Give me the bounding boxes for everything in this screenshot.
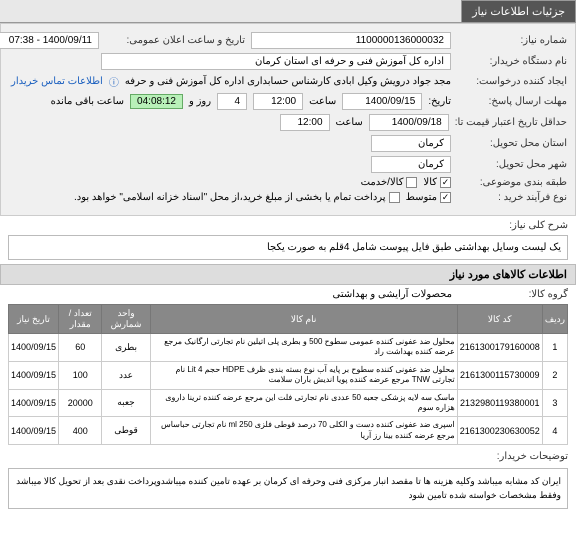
table-row: 42161300230630052اسپری ضد عفونی کننده دس… (9, 417, 568, 445)
need-number-value: 1100000136000032 (251, 32, 451, 49)
city-value: کرمان (371, 156, 451, 173)
buyer-org-value: اداره کل آموزش فنی و حرفه ای استان کرمان (101, 53, 451, 70)
group-label: گروه کالا: (458, 289, 568, 300)
checkbox-icon (440, 177, 451, 188)
cell-code: 2161300115730009 (457, 361, 542, 389)
items-table: ردیف کد کالا نام کالا واحد شمارش تعداد /… (8, 304, 568, 445)
announce-label: تاریخ و ساعت اعلان عمومی: (105, 35, 245, 46)
deadline-time: 12:00 (253, 93, 303, 110)
col-date: تاریخ نیاز (9, 305, 59, 334)
chk-product-label: کالا (423, 177, 437, 188)
remaining-label: ساعت باقی مانده (51, 96, 124, 107)
deadline-label: مهلت ارسال پاسخ: (457, 96, 567, 107)
buyer-contact-link[interactable]: اطلاعات تماس خریدار (11, 76, 103, 87)
announce-value: 1400/09/11 - 07:38 (0, 32, 99, 49)
buyer-note-label: توضیحات خریدار: (458, 451, 568, 462)
credit-date: 1400/09/18 (369, 114, 449, 131)
chk-product[interactable]: کالا (423, 177, 451, 188)
col-row: ردیف (542, 305, 567, 334)
tarikh-word: تاریخ: (428, 96, 451, 107)
city-label: شهر محل تحویل: (457, 159, 567, 170)
province-label: استان محل تحویل: (457, 138, 567, 149)
items-header: اطلاعات کالاهای مورد نیاز (0, 264, 576, 285)
buyer-note: ایران کد مشابه میباشد وکلیه هزینه ها تا … (8, 468, 568, 509)
cell-name: محلول ضد عفونی کننده سطوح بر پایه آب نوع… (150, 361, 457, 389)
credit-label: حداقل تاریخ اعتبار قیمت تا: (455, 117, 567, 128)
cell-qty: 60 (59, 334, 102, 362)
countdown-timer: 04:08:12 (130, 94, 183, 109)
cell-n: 1 (542, 334, 567, 362)
cell-unit: بطری (102, 334, 150, 362)
cell-name: اسپری ضد عفونی کننده دست و الکلی 70 درصد… (150, 417, 457, 445)
subject-class-label: طبقه بندی موضوعی: (457, 177, 567, 188)
cell-n: 3 (542, 389, 567, 417)
chk-medium[interactable]: متوسط (406, 192, 451, 203)
province-value: کرمان (371, 135, 451, 152)
col-name: نام کالا (150, 305, 457, 334)
tab-details[interactable]: جزئیات اطلاعات نیاز (461, 0, 576, 22)
cell-date: 1400/09/15 (9, 361, 59, 389)
desc-label: شرح کلی نیاز: (458, 220, 568, 231)
cell-qty: 400 (59, 417, 102, 445)
requester-value: مجد جواد درویش وکیل ابادی کارشناس حسابدا… (125, 76, 451, 87)
process-note: پرداخت تمام یا بخشی از مبلغ خرید،از محل … (74, 192, 386, 203)
remaining-days: 4 (217, 93, 247, 110)
cell-unit: جعبه (102, 389, 150, 417)
cell-code: 2161300230630052 (457, 417, 542, 445)
buyer-org-label: نام دستگاه خریدار: (457, 56, 567, 67)
cell-qty: 20000 (59, 389, 102, 417)
cell-qty: 100 (59, 361, 102, 389)
need-number-label: شماره نیاز: (457, 35, 567, 46)
cell-date: 1400/09/15 (9, 389, 59, 417)
need-info-section: شماره نیاز: 1100000136000032 تاریخ و ساع… (0, 23, 576, 216)
cell-code: 2132980119380001 (457, 389, 542, 417)
col-code: کد کالا (457, 305, 542, 334)
tab-bar: جزئیات اطلاعات نیاز (0, 0, 576, 23)
checkbox-icon (389, 192, 400, 203)
col-unit: واحد شمارش (102, 305, 150, 334)
table-row: 32132980119380001ماسک سه لایه پزشکی جعبه… (9, 389, 568, 417)
checkbox-icon (440, 192, 451, 203)
process-type-label: نوع فرآیند خرید : (457, 192, 567, 203)
cell-unit: عدد (102, 361, 150, 389)
table-row: 22161300115730009محلول ضد عفونی کننده سط… (9, 361, 568, 389)
group-value: محصولات آرایشی و بهداشتی (332, 289, 452, 300)
credit-time: 12:00 (280, 114, 330, 131)
cell-unit: قوطی (102, 417, 150, 445)
cell-code: 2161300179160008 (457, 334, 542, 362)
saat-word-2: ساعت (336, 117, 363, 128)
chk-medium-label: متوسط (406, 192, 437, 203)
chk-service[interactable]: کالا/خدمت (361, 177, 418, 188)
need-description: یک لیست وسایل بهداشتی طبق فایل پیوست شام… (8, 235, 568, 260)
cell-name: محلول ضد عفونی کننده عمومی سطوح 500 و بط… (150, 334, 457, 362)
cell-n: 2 (542, 361, 567, 389)
col-qty: تعداد / مقدار (59, 305, 102, 334)
cell-name: ماسک سه لایه پزشکی جعبه 50 عددی نام تجار… (150, 389, 457, 417)
cell-date: 1400/09/15 (9, 417, 59, 445)
table-row: 12161300179160008محلول ضد عفونی کننده عم… (9, 334, 568, 362)
info-icon: ⓘ (109, 74, 119, 89)
checkbox-icon (406, 177, 417, 188)
chk-service-label: کالا/خدمت (361, 177, 404, 188)
deadline-date: 1400/09/15 (342, 93, 422, 110)
cell-date: 1400/09/15 (9, 334, 59, 362)
requester-label: ایجاد کننده درخواست: (457, 76, 567, 87)
chk-treasury[interactable]: پرداخت تمام یا بخشی از مبلغ خرید،از محل … (74, 192, 400, 203)
days-and-label: روز و (189, 96, 211, 107)
saat-word: ساعت (309, 96, 336, 107)
cell-n: 4 (542, 417, 567, 445)
